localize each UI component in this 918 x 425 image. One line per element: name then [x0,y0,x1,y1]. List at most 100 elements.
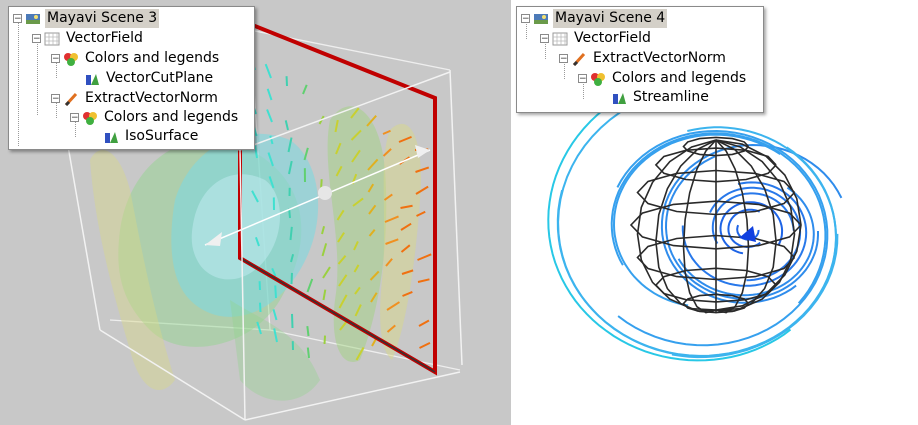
arrow-glyph [334,119,339,133]
tree-label: VectorCutPlane [106,70,214,86]
mesh-line [682,136,750,157]
arrow-glyph [353,264,360,273]
arrow-glyph [353,241,359,251]
arrow-glyph [398,135,412,143]
tree-label: ExtractVectorNorm [85,90,218,106]
arrow-glyph [368,229,376,237]
mesh-line [636,139,717,311]
tree-label: Streamline [633,89,709,105]
arrow-glyph [322,266,331,279]
arrow-glyph [274,285,277,299]
grid-icon [552,32,568,45]
arrow-glyph [306,278,314,293]
arrow-glyph [287,137,293,153]
pipeline-tree-right[interactable]: − Mayavi Scene 4 − VectorField − Extract… [516,6,764,113]
arrow-glyph [354,286,361,295]
arrow-glyph [368,204,377,215]
collapse-toggle[interactable]: − [540,34,549,44]
pipeline-tree-left[interactable]: − Mayavi Scene 3 − VectorField − Colors … [8,6,255,150]
arrow-glyph [416,210,426,217]
tree-node-scene[interactable]: − Mayavi Scene 3 [13,9,160,28]
collapse-toggle[interactable]: − [521,14,530,24]
arrow-glyph [366,115,377,127]
arrow-glyph [415,185,429,195]
arrow-glyph [306,325,310,337]
tree-node-colors-legends[interactable]: − Colors and legends [578,69,748,88]
grid-icon [44,32,60,45]
arrow-glyph [415,166,430,173]
arrow-glyph [273,328,278,343]
arrow-glyph [400,244,411,253]
arrow-glyph [337,232,345,243]
arrow-glyph [419,341,431,349]
tree-node-colors-legends[interactable]: − Colors and legends [51,49,221,68]
mesh-line [715,139,750,314]
filter-icon [572,52,586,66]
arrow-glyph [369,270,380,281]
collapse-toggle[interactable]: − [70,113,79,123]
arrow-glyph [338,294,348,309]
arrow-glyph [269,135,274,145]
streamline-curve [547,73,792,362]
mesh-line [629,200,802,250]
arrow-glyph [351,149,361,163]
arrow-glyph [386,324,396,333]
tree-node-vector-cut-plane[interactable]: VectorCutPlane [84,69,215,88]
collapse-toggle[interactable]: − [51,94,60,104]
arrow-glyph [370,292,378,303]
isosurface-wire-mesh [629,136,802,314]
tree-node-colors-legends-2[interactable]: − Colors and legends [70,108,240,127]
tree-label: Colors and legends [612,70,747,86]
left-scene-viewport[interactable]: − Mayavi Scene 3 − VectorField − Colors … [0,0,511,425]
tree-node-streamline[interactable]: Streamline [611,88,711,107]
arrow-glyph [266,109,273,123]
arrow-glyph [267,152,274,167]
arrow-glyph [337,255,347,265]
arrow-glyph [266,88,273,101]
arrow-glyph [321,243,328,257]
collapse-toggle[interactable]: − [51,54,60,64]
arrow-glyph [400,204,413,209]
arrow-glyph [289,226,293,241]
arrow-glyph [335,165,343,177]
collapse-toggle[interactable]: − [13,14,22,24]
arrow-glyph [264,63,272,79]
collapse-toggle[interactable]: − [32,34,41,44]
streamline-curve [677,186,815,297]
arrow-glyph [256,321,262,335]
streamline-curve [612,133,781,307]
arrow-glyph [383,193,393,201]
axis-arrow [204,145,431,246]
right-scene-viewport[interactable]: − Mayavi Scene 4 − VectorField − Extract… [511,0,918,425]
tree-node-vectorfield[interactable]: − VectorField [32,29,145,48]
streamline-curve [616,129,829,347]
tree-node-extract-vector-norm[interactable]: − ExtractVectorNorm [559,49,728,68]
arrow-glyph [288,160,293,175]
arrow-glyph [303,147,309,161]
arrow-glyph [402,290,413,297]
streamline-curve [709,186,802,282]
arrow-glyph [350,129,362,141]
tree-label: Colors and legends [104,109,239,125]
streamline-seed-glyph [739,226,756,242]
arrow-glyph [306,347,310,359]
arrow-glyph [354,304,362,317]
arrow-glyph [382,129,391,135]
tree-node-scene[interactable]: − Mayavi Scene 4 [521,9,668,28]
tree-label: VectorField [574,30,651,46]
arrow-glyph [418,319,430,327]
module-icon [613,92,626,104]
tree-node-extract-vector-norm[interactable]: − ExtractVectorNorm [51,89,220,108]
arrow-glyph [321,225,326,235]
colors-icon [64,52,78,66]
arrow-glyph [339,320,348,331]
arrow-glyph [322,289,327,301]
arrow-glyph [253,145,258,159]
cut-plane-inner-edge [239,257,436,373]
tree-node-vectorfield[interactable]: − VectorField [540,29,653,48]
collapse-toggle[interactable]: − [559,54,568,64]
arrow-glyph [385,238,399,245]
collapse-toggle[interactable]: − [578,74,587,84]
arrow-glyph [382,148,392,157]
tree-node-isosurface[interactable]: IsoSurface [103,127,200,146]
